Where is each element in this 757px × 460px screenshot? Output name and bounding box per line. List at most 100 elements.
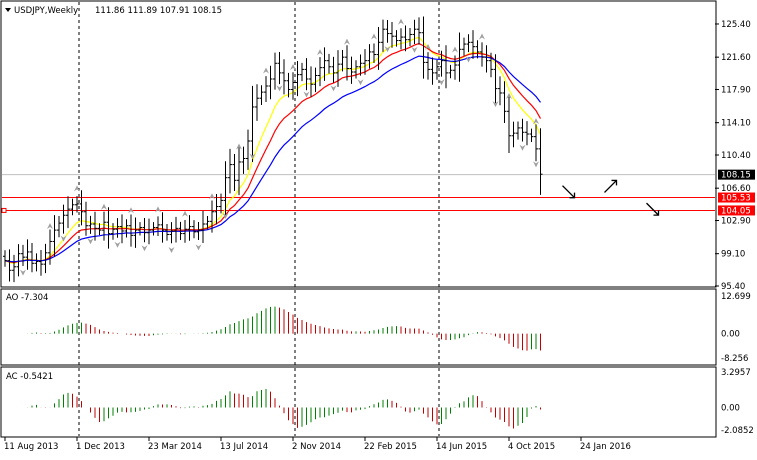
price-bar xyxy=(327,53,331,74)
ac-label: AC -0.5421 xyxy=(6,372,53,382)
fractal-down-icon xyxy=(276,85,283,92)
price-bar xyxy=(268,65,273,100)
price-bar xyxy=(390,22,394,48)
price-bar xyxy=(394,30,399,47)
moving-average-line xyxy=(4,55,541,263)
price-bar xyxy=(358,54,363,76)
price-bar xyxy=(39,250,43,276)
price-bar xyxy=(417,17,421,45)
price-tick-label: 114.10 xyxy=(721,119,751,129)
price-bar xyxy=(349,56,354,84)
price-bar xyxy=(48,229,52,265)
price-bar xyxy=(120,214,124,244)
moving-average-line xyxy=(4,42,542,264)
fractal-down-icon xyxy=(492,101,499,108)
price-bar xyxy=(273,52,277,90)
price-panel xyxy=(0,0,717,288)
fractal-down-icon xyxy=(384,46,391,53)
fractal-down-icon xyxy=(533,161,539,168)
fractal-up-icon xyxy=(236,143,242,150)
fractal-down-icon xyxy=(20,269,26,276)
price-bar xyxy=(331,56,336,83)
price-bar xyxy=(138,222,142,236)
fractal-down-icon xyxy=(249,153,256,160)
fractal-up-icon xyxy=(128,207,134,214)
price-bar xyxy=(471,30,475,59)
price-bar xyxy=(444,45,448,89)
price-bar xyxy=(34,253,39,272)
price-bar xyxy=(97,223,102,236)
x-tick-label: 1 Dec 2013 xyxy=(76,442,125,452)
ao-label: AO -7.304 xyxy=(6,293,48,303)
price-bar xyxy=(484,45,489,73)
price-bar xyxy=(156,216,160,236)
fractal-down-icon xyxy=(114,241,121,248)
x-tick-label: 4 Oct 2015 xyxy=(508,442,555,452)
price-bar xyxy=(480,42,484,67)
price-bar xyxy=(88,215,93,234)
fractal-up-icon xyxy=(290,64,296,71)
fractal-up-icon xyxy=(101,203,107,210)
price-bar xyxy=(228,148,232,194)
fractal-down-icon xyxy=(438,79,445,86)
fractal-up-icon xyxy=(398,18,404,25)
price-bar xyxy=(462,37,466,56)
ac-tick-label: 0.00 xyxy=(721,404,740,414)
chart-title: USDJPY,Weekly xyxy=(14,6,78,16)
price-bar xyxy=(255,84,259,121)
price-bar xyxy=(160,212,165,243)
ao-panel xyxy=(0,288,717,366)
x-tick-label: 22 Feb 2015 xyxy=(364,442,417,452)
price-bar xyxy=(246,129,250,170)
price-bar xyxy=(70,198,75,216)
price-bar xyxy=(79,190,84,226)
fractal-down-icon xyxy=(465,56,472,63)
x-tick-label: 11 Aug 2013 xyxy=(4,442,58,452)
price-bar xyxy=(516,121,520,140)
vertical-grid xyxy=(78,2,440,436)
price-bar xyxy=(439,50,444,77)
price-bar xyxy=(322,47,327,81)
fractal-up-icon xyxy=(371,33,377,40)
price-bar xyxy=(7,249,12,282)
price-bar xyxy=(466,34,471,53)
price-bar xyxy=(430,57,435,85)
price-tick-label: 117.90 xyxy=(721,85,751,95)
price-bar xyxy=(223,161,228,217)
fractal-down-icon xyxy=(195,244,202,251)
price-bar xyxy=(367,44,372,69)
price-bar xyxy=(529,128,534,143)
level-lines xyxy=(1,174,715,213)
x-tick-label: 2 Nov 2014 xyxy=(292,442,341,452)
price-bar xyxy=(16,244,21,277)
price-tick-label: 106.60 xyxy=(721,184,751,194)
price-bar xyxy=(304,58,309,91)
price-bar xyxy=(111,223,115,240)
price-tick-label: 121.60 xyxy=(721,53,751,63)
ac-tick-label: 3.2957 xyxy=(721,368,751,378)
price-bar xyxy=(169,222,174,244)
price-bar xyxy=(219,193,223,214)
fractal-down-icon xyxy=(303,91,310,98)
price-bar xyxy=(201,211,205,244)
price-bar xyxy=(511,121,516,148)
price-bar xyxy=(66,196,70,229)
price-bar xyxy=(381,19,385,52)
fractal-up-icon xyxy=(533,118,539,125)
fractal-down-icon xyxy=(168,246,175,253)
fractal-down-icon xyxy=(141,245,148,252)
price-bar xyxy=(102,211,106,241)
arrow-up-icon xyxy=(604,179,618,193)
price-bar xyxy=(25,239,30,270)
price-bar xyxy=(241,146,246,174)
dropdown-triangle-icon[interactable] xyxy=(5,8,11,12)
x-tick-label: 23 Mar 2014 xyxy=(148,442,202,452)
price-bar xyxy=(124,219,129,238)
price-bar xyxy=(489,52,493,78)
ao-histogram xyxy=(27,306,541,351)
price-bar xyxy=(232,153,237,191)
price-tick-label: 95.40 xyxy=(721,282,745,292)
price-bar xyxy=(147,218,151,245)
price-bar xyxy=(133,217,138,248)
